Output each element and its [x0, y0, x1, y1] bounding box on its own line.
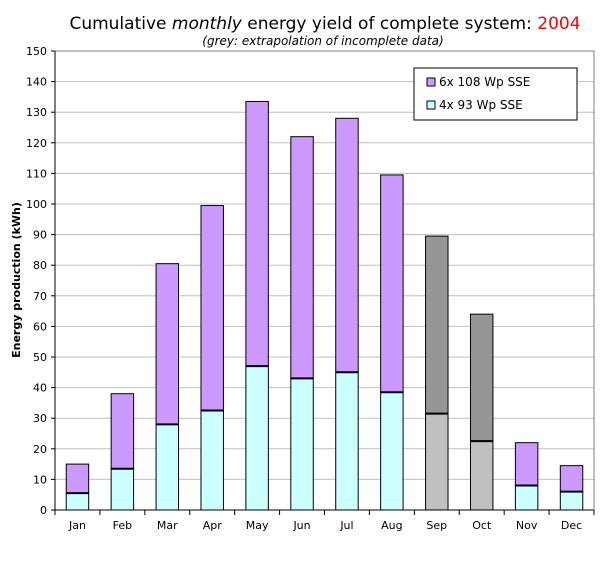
x-tick-label: Jun — [292, 519, 310, 532]
y-tick-label: 20 — [33, 443, 47, 456]
bar-segment-4x93 — [514, 485, 539, 511]
bar-segment-6x108 — [155, 263, 180, 425]
bar-segment-4x93 — [200, 410, 224, 511]
y-tick-label: 60 — [33, 320, 47, 333]
bar-segment-4x93 — [65, 492, 90, 511]
bar-segment-6x108 — [200, 205, 224, 412]
bar-segment-6x108 — [245, 100, 269, 367]
bar-segment-4x93 — [469, 440, 494, 511]
bar-segment-6x108 — [425, 235, 449, 415]
x-tick-label: Jan — [68, 519, 86, 532]
legend-label-4x93: 4x 93 Wp SSE — [439, 98, 523, 112]
y-tick-label: 30 — [33, 412, 47, 425]
bar-segment-6x108 — [290, 136, 314, 379]
x-tick-label: May — [246, 519, 269, 532]
y-tick-label: 130 — [26, 106, 47, 119]
y-tick-label: 10 — [33, 473, 47, 486]
y-tick-label: 0 — [40, 504, 47, 517]
x-tick-label: Nov — [516, 519, 538, 532]
y-tick-label: 50 — [33, 351, 47, 364]
bar-segment-4x93 — [335, 371, 359, 511]
x-tick-label: Feb — [113, 519, 132, 532]
x-tick-label: Jul — [339, 519, 353, 532]
y-tick-label: 40 — [33, 382, 47, 395]
plot-area: 0 10 20 30 40 50 60 70 80 90 100 110 120 130 140 150 Jan… — [26, 45, 595, 532]
chart-title-year: 2004 — [537, 14, 580, 34]
chart-title-emphasis: monthly — [172, 14, 243, 34]
bar-segment-6x108 — [559, 465, 584, 493]
y-tick-label: 70 — [33, 290, 47, 303]
bar-segment-6x108 — [65, 463, 90, 494]
y-axis-label: Energy production (kWh) — [10, 202, 23, 358]
y-tick-label: 110 — [26, 167, 47, 180]
bar-segment-6x108 — [514, 442, 539, 487]
bar-segment-6x108 — [335, 117, 359, 373]
bar-segment-4x93 — [380, 391, 404, 511]
x-tick-label: Oct — [472, 519, 492, 532]
y-tick-label: 100 — [26, 198, 47, 211]
bar-segment-4x93 — [110, 468, 135, 511]
chart-subtitle: (grey: extrapolation of incomplete data) — [202, 34, 443, 48]
chart-title-prefix: Cumulative — [69, 14, 171, 34]
bar-segment-4x93 — [559, 491, 584, 511]
bar-segment-6x108 — [380, 174, 404, 393]
bar-segment-4x93 — [155, 423, 180, 511]
chart-title-suffix: energy yield of complete system: — [242, 14, 537, 34]
y-tick-label: 90 — [33, 229, 47, 242]
bar-segment-4x93 — [290, 377, 314, 511]
bar-segment-4x93 — [425, 413, 449, 511]
y-tick-label: 140 — [26, 76, 47, 89]
legend-label-6x108: 6x 108 Wp SSE — [439, 75, 530, 89]
y-tick-label: 80 — [33, 259, 47, 272]
chart-title: Cumulative monthly energy yield of compl… — [69, 14, 580, 34]
bar-segment-6x108 — [110, 393, 135, 470]
x-tick-label: Apr — [203, 519, 223, 532]
x-tick-label: Mar — [157, 519, 178, 532]
x-tick-label: Dec — [561, 519, 582, 532]
legend-swatch-6x108 — [426, 77, 436, 87]
legend-swatch-4x93 — [426, 100, 436, 110]
y-tick-label: 120 — [26, 137, 47, 150]
x-tick-label: Sep — [426, 519, 447, 532]
bar-segment-6x108 — [469, 313, 494, 442]
y-tick-label: 150 — [26, 45, 47, 58]
x-tick-label: Aug — [381, 519, 402, 532]
legend-box — [413, 67, 578, 121]
bar-segment-4x93 — [245, 365, 269, 511]
